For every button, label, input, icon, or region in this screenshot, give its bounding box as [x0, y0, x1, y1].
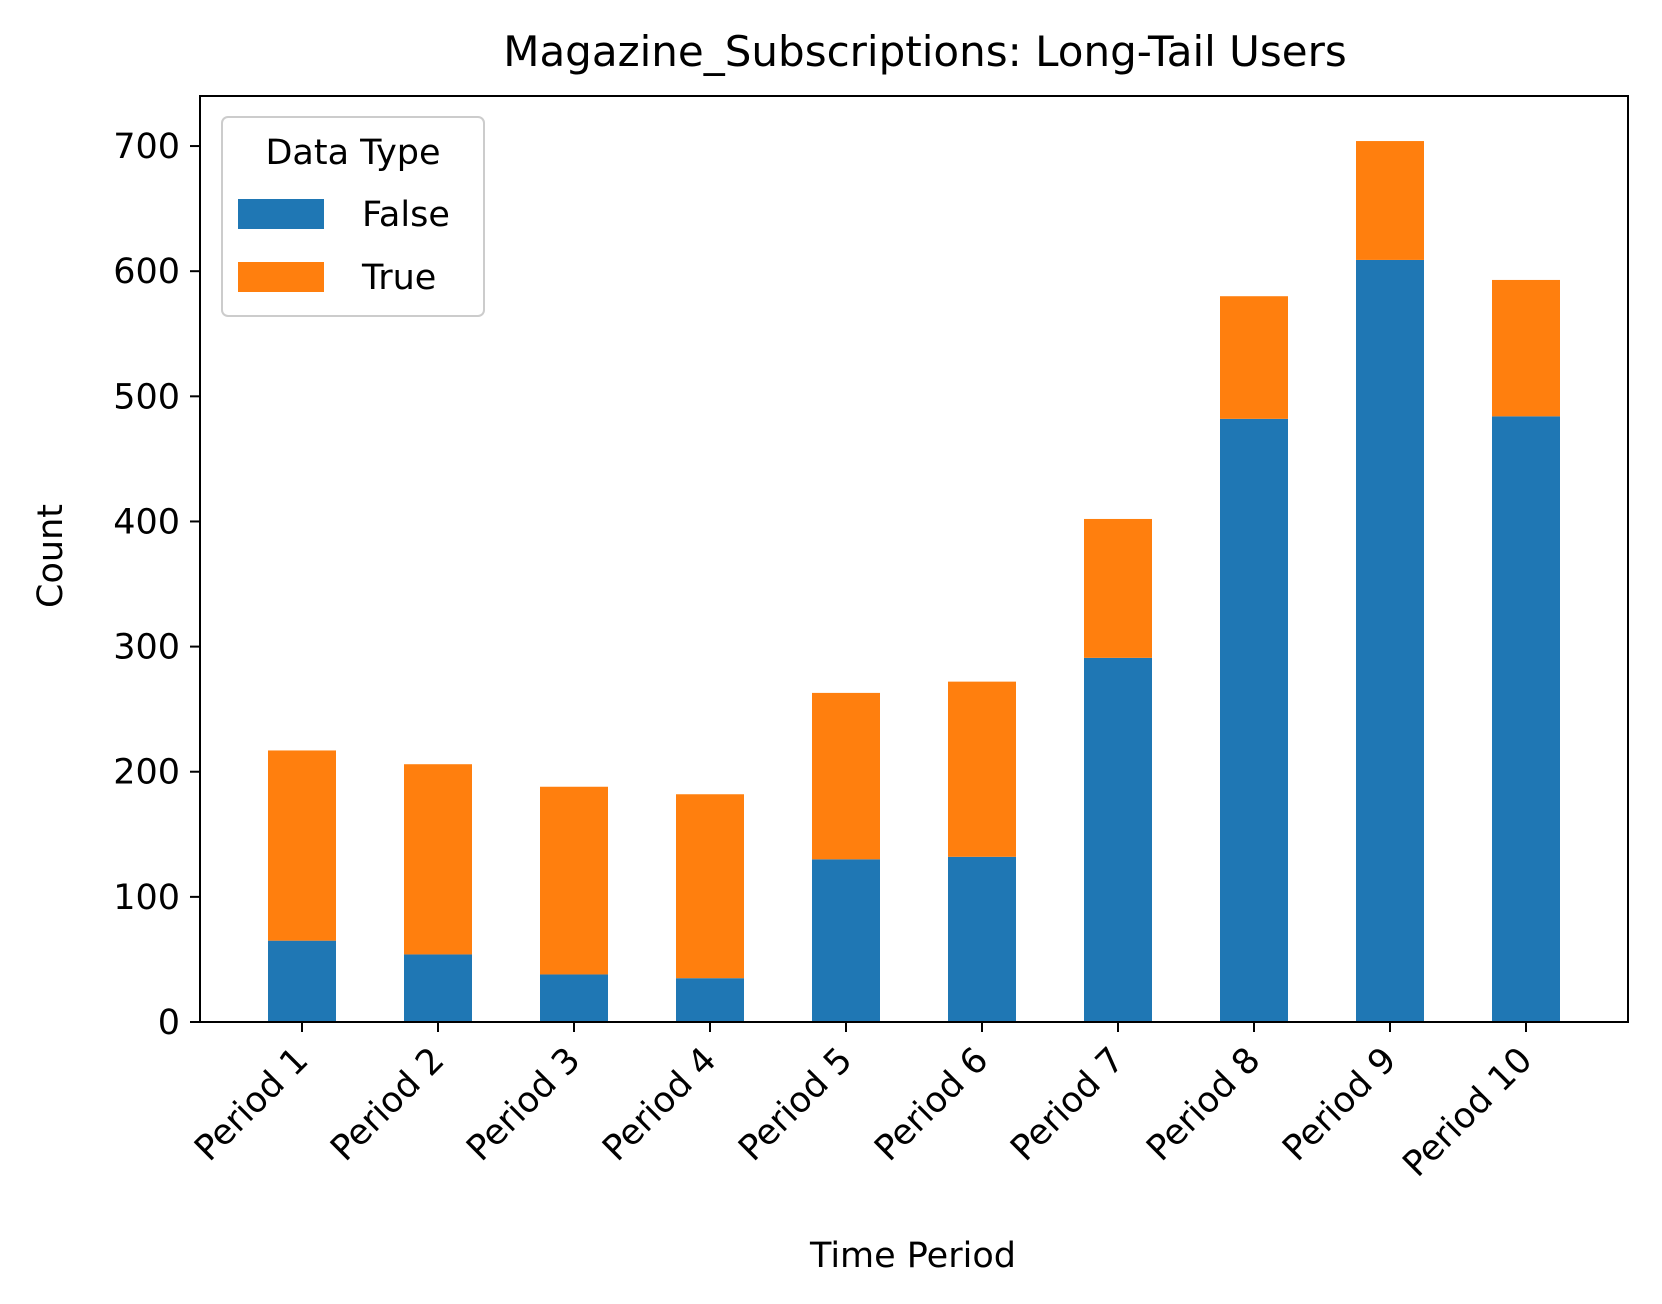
- x-tick-label: Period 4: [595, 1040, 724, 1169]
- bar-false-5: [812, 859, 880, 1022]
- y-tick-label: 600: [113, 252, 180, 292]
- bar-false-10: [1492, 416, 1560, 1022]
- bar-false-2: [404, 954, 472, 1022]
- bar-true-6: [948, 681, 1016, 857]
- bar-false-4: [676, 978, 744, 1022]
- bar-true-8: [1220, 296, 1288, 419]
- bar-false-1: [268, 940, 336, 1022]
- y-tick-label: 100: [113, 878, 180, 918]
- legend-label-false: False: [362, 195, 450, 235]
- plot-frame: [199, 95, 1629, 1023]
- x-axis: Period 1 Period 2 Period 3 Period 4 Period 5…: [187, 1022, 1540, 1185]
- y-tick-label: 0: [158, 1003, 180, 1043]
- bar-false-8: [1220, 418, 1288, 1023]
- x-tick-label: Period 10: [1396, 1040, 1541, 1185]
- y-tick-label: 700: [113, 127, 180, 167]
- bar-false-6: [948, 856, 1016, 1022]
- y-axis-label: Count: [31, 504, 71, 608]
- y-tick-label: 400: [113, 502, 180, 542]
- legend-title: Data Type: [265, 133, 440, 173]
- x-tick-label: Period 3: [459, 1040, 588, 1169]
- bar-true-1: [268, 750, 336, 941]
- x-tick-label: Period 2: [323, 1040, 452, 1169]
- x-axis-label: Time Period: [809, 1236, 1016, 1276]
- bar-true-3: [540, 786, 608, 975]
- bar-false-3: [540, 974, 608, 1022]
- legend-label-true: True: [361, 258, 436, 298]
- bar-false-7: [1084, 657, 1152, 1022]
- y-tick-label: 500: [113, 377, 180, 417]
- x-tick-label: Period 8: [1139, 1040, 1268, 1169]
- bar-true-7: [1084, 518, 1152, 658]
- bar-true-10: [1492, 279, 1560, 417]
- bar-true-2: [404, 764, 472, 955]
- bar-true-5: [812, 692, 880, 860]
- bar-true-4: [676, 794, 744, 979]
- legend-swatch-true: [238, 262, 324, 292]
- y-tick-label: 300: [113, 628, 180, 668]
- legend: Data Type False True: [221, 116, 485, 317]
- x-tick-label: Period 5: [731, 1040, 860, 1169]
- x-tick-label: Period 6: [867, 1040, 996, 1169]
- x-tick-label: Period 7: [1003, 1040, 1132, 1169]
- bar-false-9: [1356, 259, 1424, 1023]
- legend-swatch-false: [238, 199, 324, 229]
- chart-title: Magazine_Subscriptions: Long-Tail Users: [503, 27, 1347, 76]
- y-tick-label: 200: [113, 753, 180, 793]
- x-tick-label: Period 1: [187, 1040, 316, 1169]
- x-tick-label: Period 9: [1275, 1040, 1404, 1169]
- plot-area: [199, 95, 1629, 1023]
- y-axis: 0 100 200 300 400 500 600 700: [113, 127, 200, 1043]
- bar-true-9: [1356, 141, 1424, 260]
